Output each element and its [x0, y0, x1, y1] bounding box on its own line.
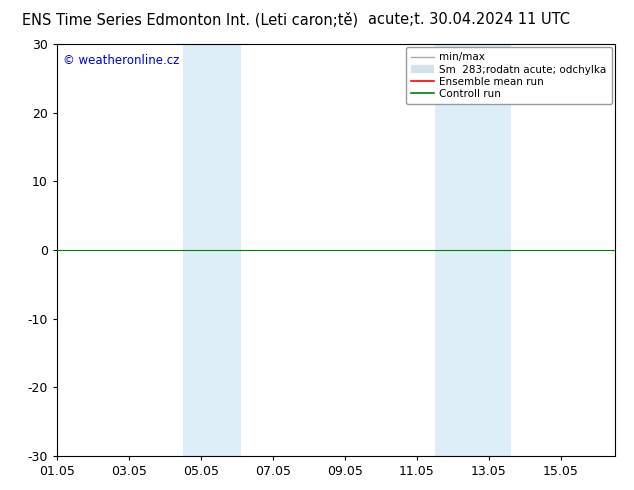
- Legend: min/max, Sm  283;rodatn acute; odchylka, Ensemble mean run, Controll run: min/max, Sm 283;rodatn acute; odchylka, …: [406, 47, 612, 104]
- Text: ENS Time Series Edmonton Int. (Leti caron;tě): ENS Time Series Edmonton Int. (Leti caro…: [22, 12, 358, 28]
- Bar: [183, 44, 241, 456]
- Text: © weatheronline.cz: © weatheronline.cz: [63, 54, 179, 68]
- Bar: [435, 44, 510, 456]
- Text: acute;t. 30.04.2024 11 UTC: acute;t. 30.04.2024 11 UTC: [368, 12, 570, 27]
